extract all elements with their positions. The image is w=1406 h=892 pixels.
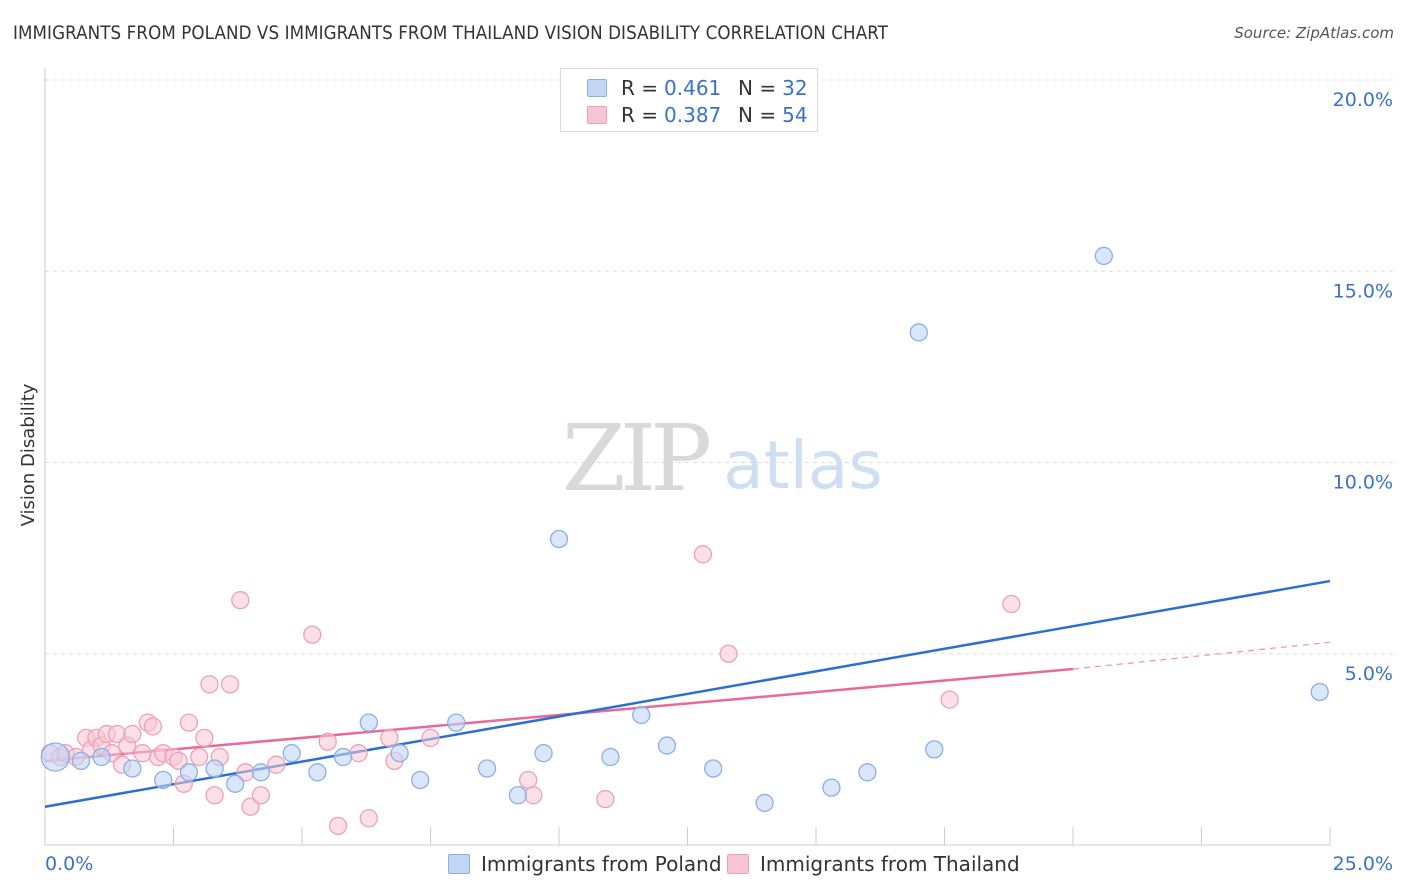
axis-labels: 5.0% 10.0% 15.0% 20.0% 0.0% 25.0% Vision Disab… (18, 89, 1393, 875)
poland-point (205, 759, 224, 778)
r-value: 0.387 (664, 103, 722, 127)
thailand-point (169, 751, 188, 770)
watermark-zip: ZIP (562, 405, 709, 512)
y-tick-label: 20.0% (1333, 89, 1393, 111)
x-tick-label: 25.0% (1333, 853, 1393, 875)
n-label: N = (738, 103, 777, 127)
y-axis-label: Vision Disability (18, 383, 39, 526)
data-points (40, 246, 1329, 836)
n-value: 54 (782, 103, 808, 127)
r-label: R = (621, 103, 659, 127)
poland-swatch (587, 79, 607, 97)
thailand-point (195, 728, 214, 748)
thailand-point (190, 747, 209, 767)
stats-legend-thailand: R = 0.387 N = 54 (587, 103, 808, 127)
poland-point (447, 713, 466, 732)
poland-point (226, 774, 245, 793)
poland-point (282, 744, 301, 763)
y-tick-label: 5.0% (1345, 663, 1393, 685)
thailand-point (359, 809, 378, 828)
thailand-point (519, 770, 538, 790)
thailand-point (179, 713, 199, 732)
poland-point (909, 323, 928, 342)
thailand-point (524, 786, 543, 805)
y-tick-label: 10.0% (1333, 472, 1393, 494)
poland-point (534, 744, 553, 763)
poland-point (411, 770, 430, 790)
poland-point (359, 713, 378, 732)
thailand-point (200, 675, 219, 694)
legend-label-thailand: Immigrants from Thailand (760, 852, 1020, 876)
poland-point (308, 763, 327, 782)
thailand-point (143, 717, 163, 736)
axes (44, 68, 1331, 846)
poland-point (601, 747, 620, 767)
poland-point (179, 763, 199, 782)
poland-point (925, 740, 944, 759)
x-tick-label: 0.0% (45, 853, 93, 875)
thailand-point (133, 744, 152, 763)
legend-label-poland: Immigrants from Poland (481, 852, 722, 876)
poland-point (755, 793, 774, 813)
poland-point (1310, 682, 1329, 702)
poland-point (1094, 246, 1113, 266)
poland-point (704, 759, 723, 778)
thailand-trend-line (44, 667, 1074, 763)
legend-item-poland[interactable]: Immigrants from Poland (448, 852, 722, 876)
poland-point (92, 747, 111, 767)
poland-point (508, 786, 528, 805)
thailand-point (303, 625, 322, 644)
watermark-atlas: atlas (723, 427, 883, 504)
source-label: Source: ZipAtlas.com (1234, 24, 1394, 42)
thailand-trend-extension (1072, 641, 1331, 670)
r-value: 0.461 (664, 76, 722, 100)
thailand-point (693, 545, 713, 564)
poland-swatch (448, 854, 470, 874)
grid-lines (45, 79, 1395, 655)
poland-point (477, 759, 497, 778)
thailand-point (380, 728, 399, 748)
chart-title: IMMIGRANTS FROM POLAND VS IMMIGRANTS FRO… (13, 22, 889, 44)
stats-legend: R = 0.461 N = 32 R = 0.387 N = 54 (560, 68, 818, 132)
poland-point (40, 742, 70, 772)
poland-point (657, 736, 677, 755)
thailand-point (328, 816, 348, 836)
poland-point (333, 747, 353, 767)
poland-point (71, 751, 91, 770)
legend-item-thailand[interactable]: Immigrants from Thailand (727, 852, 1020, 876)
poland-point (154, 770, 173, 790)
thailand-point (421, 728, 440, 748)
poland-point (858, 763, 877, 782)
thailand-point (940, 690, 959, 709)
series-legend: Immigrants from Poland Immigrants from T… (0, 852, 1406, 878)
thailand-swatch (727, 854, 749, 874)
poland-point (632, 705, 651, 725)
thailand-point (318, 732, 337, 751)
poland-point (251, 763, 271, 782)
thailand-point (241, 797, 260, 816)
y-tick-label: 15.0% (1333, 280, 1393, 302)
thailand-point (123, 724, 142, 744)
thailand-point (719, 644, 738, 663)
thailand-point (1002, 594, 1021, 614)
thailand-point (267, 755, 286, 774)
stats-legend-poland: R = 0.461 N = 32 (587, 76, 808, 100)
thailand-point (596, 789, 615, 809)
poland-point (549, 529, 569, 549)
r-label: R = (621, 76, 659, 100)
thailand-point (349, 744, 368, 763)
poland-point (123, 759, 142, 778)
thailand-swatch (587, 106, 607, 124)
thailand-point (251, 786, 271, 805)
n-label: N = (738, 76, 777, 100)
poland-point (822, 778, 841, 797)
thailand-point (205, 786, 224, 805)
poland-point (390, 744, 409, 763)
n-value: 32 (782, 76, 808, 100)
thailand-point (220, 675, 240, 694)
thailand-point (231, 591, 250, 610)
watermark: ZIP atlas (562, 405, 883, 512)
